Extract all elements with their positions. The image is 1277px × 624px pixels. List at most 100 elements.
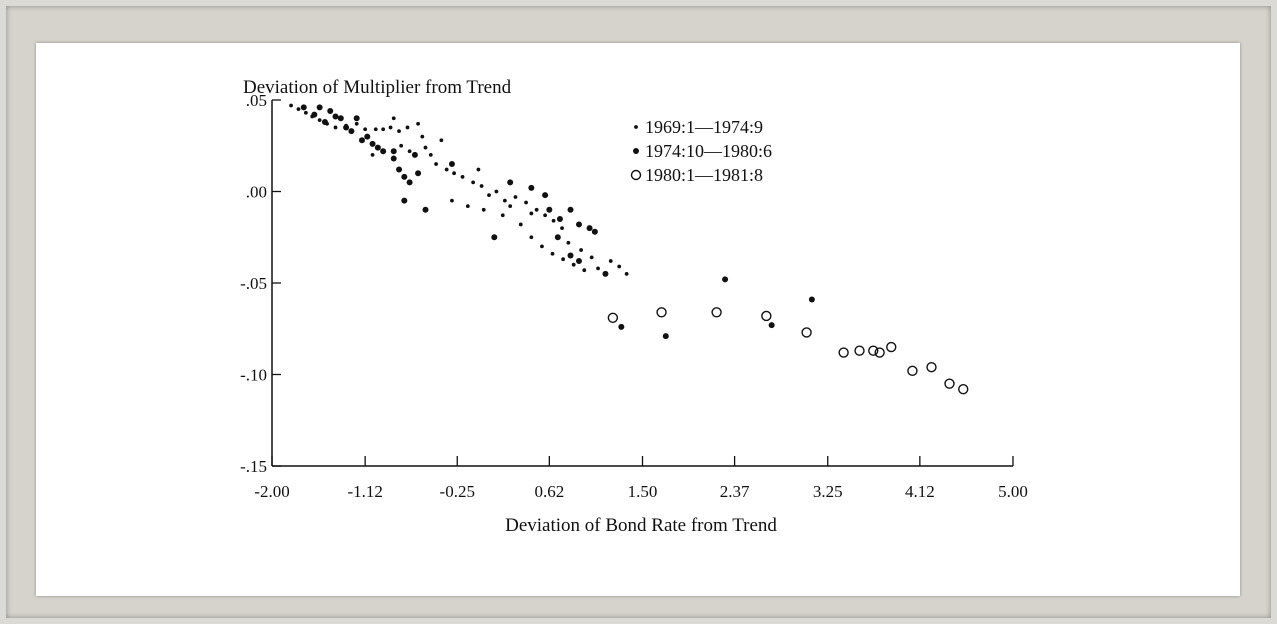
- x-tick-label: -0.25: [440, 482, 475, 501]
- data-point: [391, 116, 396, 121]
- data-point: [399, 143, 404, 148]
- data-points: [289, 103, 969, 395]
- data-point: [460, 174, 465, 179]
- data-point: [390, 155, 397, 162]
- data-point: [589, 255, 594, 260]
- data-point: [358, 137, 365, 144]
- data-point: [332, 113, 339, 120]
- data-point: [524, 200, 528, 205]
- data-point: [529, 235, 534, 240]
- data-point: [874, 347, 885, 358]
- data-point: [411, 151, 418, 158]
- data-point: [401, 173, 408, 180]
- data-point: [556, 215, 563, 222]
- legend-label: 1980:1—1981:8: [645, 165, 763, 185]
- data-point: [540, 244, 544, 249]
- legend: 1969:1—1974:9 1974:10—1980:6 1980:1—1981:8: [630, 117, 772, 185]
- legend-label: 1969:1—1974:9: [645, 117, 763, 137]
- data-point: [528, 184, 535, 191]
- series-2: [300, 104, 815, 340]
- data-point: [491, 234, 498, 241]
- data-point: [407, 149, 412, 154]
- data-point: [534, 207, 539, 212]
- data-point: [801, 327, 812, 338]
- x-tick-label: 0.62: [534, 482, 564, 501]
- data-point: [722, 276, 729, 283]
- data-point: [560, 226, 564, 231]
- series-3: [607, 307, 969, 395]
- data-point: [838, 347, 849, 358]
- data-point: [507, 179, 514, 186]
- data-point: [321, 118, 328, 125]
- data-point: [944, 378, 955, 389]
- data-point: [381, 127, 386, 132]
- data-point: [296, 107, 301, 112]
- data-point: [364, 133, 371, 140]
- data-point: [476, 167, 481, 172]
- data-point: [602, 270, 609, 277]
- data-point: [518, 222, 523, 227]
- y-tick-label: -.10: [240, 366, 267, 385]
- y-axis-title: Deviation of Multiplier from Trend: [243, 77, 512, 98]
- data-point: [374, 144, 381, 151]
- data-point: [444, 167, 449, 172]
- data-point: [662, 333, 669, 340]
- x-tick-label: 5.00: [998, 482, 1028, 501]
- data-point: [567, 206, 574, 213]
- data-point: [546, 206, 553, 213]
- data-point: [624, 271, 629, 276]
- y-tick-label: .00: [246, 183, 267, 202]
- data-point: [317, 118, 322, 123]
- data-point: [337, 115, 344, 122]
- data-point: [423, 145, 428, 150]
- data-point: [434, 162, 438, 166]
- data-point: [854, 345, 865, 356]
- data-point: [448, 161, 455, 168]
- x-tick-label: 2.37: [720, 482, 750, 501]
- data-point: [958, 383, 969, 395]
- data-point: [370, 153, 375, 157]
- data-point: [926, 361, 937, 373]
- data-point: [607, 312, 619, 323]
- data-point: [508, 204, 513, 209]
- data-point: [582, 268, 587, 273]
- data-point: [406, 179, 413, 186]
- x-tick-label: -1.12: [347, 482, 382, 501]
- data-point: [656, 307, 667, 318]
- data-point: [768, 322, 775, 329]
- data-point: [502, 198, 507, 203]
- data-point: [300, 104, 307, 111]
- axes: .05 .00 -.05 -.10 -.15 -2.00 -1.12 -0.25 0.62 1.5…: [240, 91, 1028, 501]
- data-point: [401, 197, 408, 204]
- data-point: [388, 125, 393, 130]
- y-tick-label: -.05: [240, 274, 267, 293]
- data-point: [571, 262, 576, 267]
- data-point: [808, 296, 815, 303]
- data-point: [554, 234, 561, 241]
- data-point: [529, 211, 534, 216]
- data-point: [479, 184, 484, 188]
- data-point: [586, 225, 593, 232]
- data-point: [575, 258, 582, 265]
- data-point: [373, 127, 378, 132]
- data-point: [543, 213, 548, 218]
- data-point: [500, 213, 505, 218]
- x-tick-label: 3.25: [813, 482, 843, 501]
- data-point: [405, 125, 410, 130]
- data-point: [711, 307, 722, 318]
- data-point: [450, 198, 454, 203]
- data-point: [380, 148, 387, 155]
- data-point: [567, 252, 574, 259]
- data-point: [415, 170, 422, 177]
- data-point: [513, 195, 518, 199]
- data-point: [550, 251, 555, 256]
- x-tick-label: 1.50: [628, 482, 658, 501]
- data-point: [471, 180, 476, 185]
- data-point: [289, 103, 293, 108]
- data-point: [348, 128, 355, 135]
- data-point: [316, 104, 323, 111]
- data-point: [907, 365, 918, 377]
- data-point: [354, 121, 359, 126]
- data-point: [617, 264, 622, 269]
- data-point: [452, 171, 456, 176]
